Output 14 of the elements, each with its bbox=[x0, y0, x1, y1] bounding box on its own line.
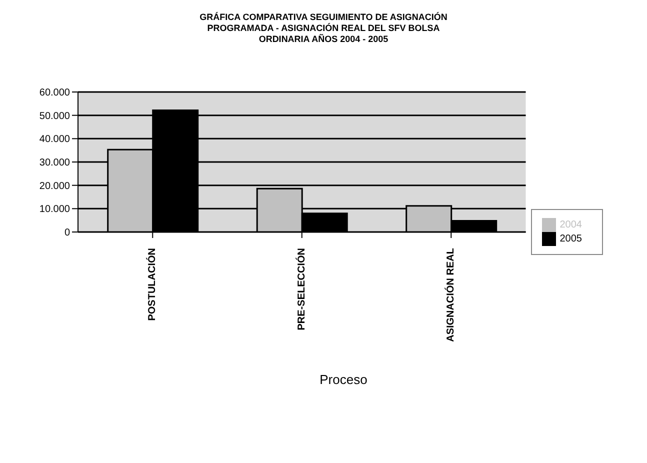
chart-title: GRÁFICA COMPARATIVA SEGUIMIENTO DE ASIGNACIÓN PROGRAMADA - ASIGNACIÓN REAL DEL SFV BOLSA ORDINARIA AÑOS 2004 - 2005 bbox=[198, 12, 448, 45]
y-tick-label: 60.000 bbox=[39, 88, 70, 99]
y-tick-label: 10.000 bbox=[39, 204, 70, 216]
y-tick-label: 50.000 bbox=[39, 110, 70, 122]
legend-label: 2005 bbox=[560, 234, 582, 245]
x-tick-label: ASIGNACIÓN REAL bbox=[444, 248, 457, 342]
y-tick-label: 40.000 bbox=[39, 134, 70, 146]
x-tick-label: PRE-SELECCIÓN bbox=[295, 248, 308, 330]
x-axis-title: Proceso bbox=[318, 372, 368, 387]
y-tick-label: 30.000 bbox=[39, 158, 70, 169]
x-tick-label: POSTULACIÓN bbox=[146, 248, 158, 321]
y-tick-label: 20.000 bbox=[39, 180, 70, 192]
legend-label: 2004 bbox=[560, 220, 582, 231]
y-tick-label: 0 bbox=[64, 228, 70, 239]
